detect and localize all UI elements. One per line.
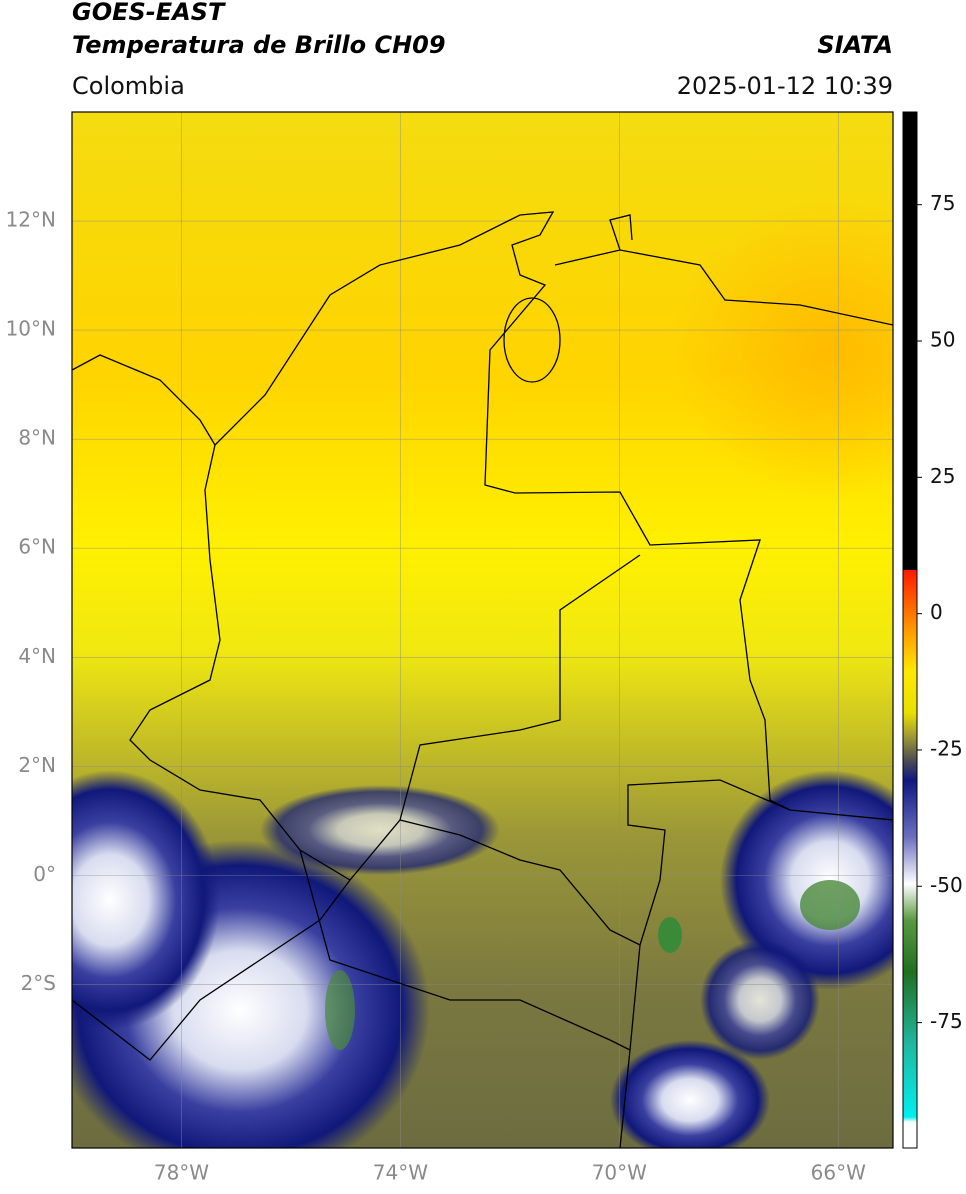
y-tick-label: 2°N — [18, 753, 56, 777]
colorbar-tick-label: 25 — [930, 464, 955, 488]
y-tick-label: 12°N — [6, 208, 56, 232]
y-tick-label: 2°S — [21, 971, 56, 995]
colorbar-tick-label: 0 — [930, 600, 943, 624]
y-tick-label: 0° — [33, 862, 56, 886]
y-tick-label: 4°N — [18, 644, 56, 668]
y-tick-label: 10°N — [6, 317, 56, 341]
x-tick-label: 70°W — [592, 1161, 647, 1185]
colorbar — [902, 111, 918, 1149]
title: GOES-EAST — [72, 0, 226, 26]
colorbar-tick-label: 50 — [930, 328, 955, 352]
x-tick-label: 66°W — [811, 1161, 866, 1185]
map-frame — [71, 111, 894, 1149]
grid — [72, 112, 893, 1148]
colorbar-tick-label: -75 — [930, 1009, 963, 1033]
x-tick-label: 74°W — [373, 1161, 428, 1185]
source: SIATA — [817, 31, 893, 59]
colorbar-tick-label: 75 — [930, 191, 955, 215]
y-tick-label: 8°N — [18, 426, 56, 450]
subtitle: Temperatura de Brillo CH09 — [72, 31, 446, 59]
region: Colombia — [72, 72, 185, 100]
borders — [72, 211, 893, 1148]
x-tick-label: 78°W — [154, 1161, 209, 1185]
colorbar-tick-label: -50 — [930, 873, 963, 897]
datetime: 2025-01-12 10:39 — [677, 72, 893, 100]
y-tick-label: 6°N — [18, 535, 56, 559]
satellite-image — [72, 112, 893, 1148]
colorbar-tick-label: -25 — [930, 736, 963, 760]
